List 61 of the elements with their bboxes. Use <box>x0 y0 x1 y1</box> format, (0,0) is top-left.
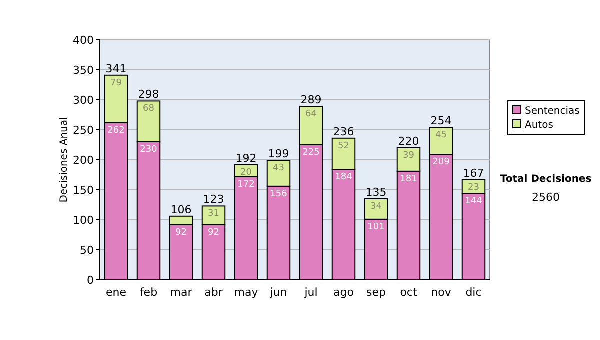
total-label: 192 <box>236 152 257 165</box>
total-label: 220 <box>398 135 420 148</box>
data-label: 144 <box>465 196 483 207</box>
data-label: 20 <box>240 168 252 178</box>
data-label: 52 <box>338 141 350 152</box>
data-label: 79 <box>110 78 122 88</box>
data-label: 262 <box>108 126 125 136</box>
x-tick-label: feb <box>140 286 158 299</box>
data-label: 92 <box>208 228 220 238</box>
x-tick-label: jun <box>269 286 288 299</box>
total-label: 167 <box>463 166 484 180</box>
x-tick-label: oct <box>400 286 418 299</box>
legend-label: Sentencias <box>525 106 580 117</box>
x-tick-label: sep <box>366 286 386 299</box>
x-tick-label: dic <box>466 286 482 299</box>
data-label: 43 <box>273 164 284 174</box>
x-tick-label: jul <box>304 286 318 299</box>
x-tick-label: abr <box>204 286 224 299</box>
total-label: 236 <box>333 125 354 138</box>
data-label: 64 <box>306 110 318 120</box>
y-tick-label: 350 <box>73 64 94 77</box>
y-tick-label: 300 <box>73 94 94 107</box>
text: 2560 <box>532 191 560 204</box>
x-tick-label: may <box>234 286 259 299</box>
x-tick-label: nov <box>431 286 452 299</box>
data-label: 230 <box>140 145 158 155</box>
data-label: 101 <box>368 222 385 232</box>
x-tick-label: mar <box>170 286 193 299</box>
data-label: 31 <box>208 209 220 220</box>
total-label: 289 <box>300 94 322 107</box>
total-label: 199 <box>268 148 290 161</box>
y-tick-label: 0 <box>87 274 94 287</box>
data-label: 68 <box>143 104 155 114</box>
text: Total Decisiones <box>500 174 592 185</box>
data-label: 34 <box>370 202 382 212</box>
total-label: 106 <box>170 203 192 216</box>
x-tick-label: ago <box>334 286 354 299</box>
data-label: 209 <box>432 158 450 168</box>
data-label: 156 <box>270 189 288 200</box>
data-label: 184 <box>335 172 353 183</box>
data-label: 92 <box>176 228 187 238</box>
total-label: 123 <box>203 193 224 206</box>
data-label: 172 <box>238 180 255 190</box>
total-label: 298 <box>138 88 160 102</box>
total-label: 135 <box>366 186 387 199</box>
y-tick-label: 150 <box>73 184 94 197</box>
y-tick-label: 400 <box>73 34 94 47</box>
data-label: 39 <box>403 151 415 161</box>
y-axis-title: Decisiones Anual <box>59 117 70 203</box>
data-label: 181 <box>400 174 418 184</box>
y-tick-label: 250 <box>73 124 94 137</box>
legend-label: Autos <box>525 120 554 131</box>
x-tick-label: ene <box>106 286 127 299</box>
y-tick-label: 200 <box>73 154 94 167</box>
y-tick-label: 50 <box>80 244 94 257</box>
total-label: 254 <box>430 114 452 128</box>
data-label: 23 <box>468 182 480 193</box>
data-label: 45 <box>436 130 447 141</box>
y-tick-label: 100 <box>73 214 94 227</box>
total-label: 341 <box>106 62 127 76</box>
data-label: 225 <box>302 148 320 158</box>
